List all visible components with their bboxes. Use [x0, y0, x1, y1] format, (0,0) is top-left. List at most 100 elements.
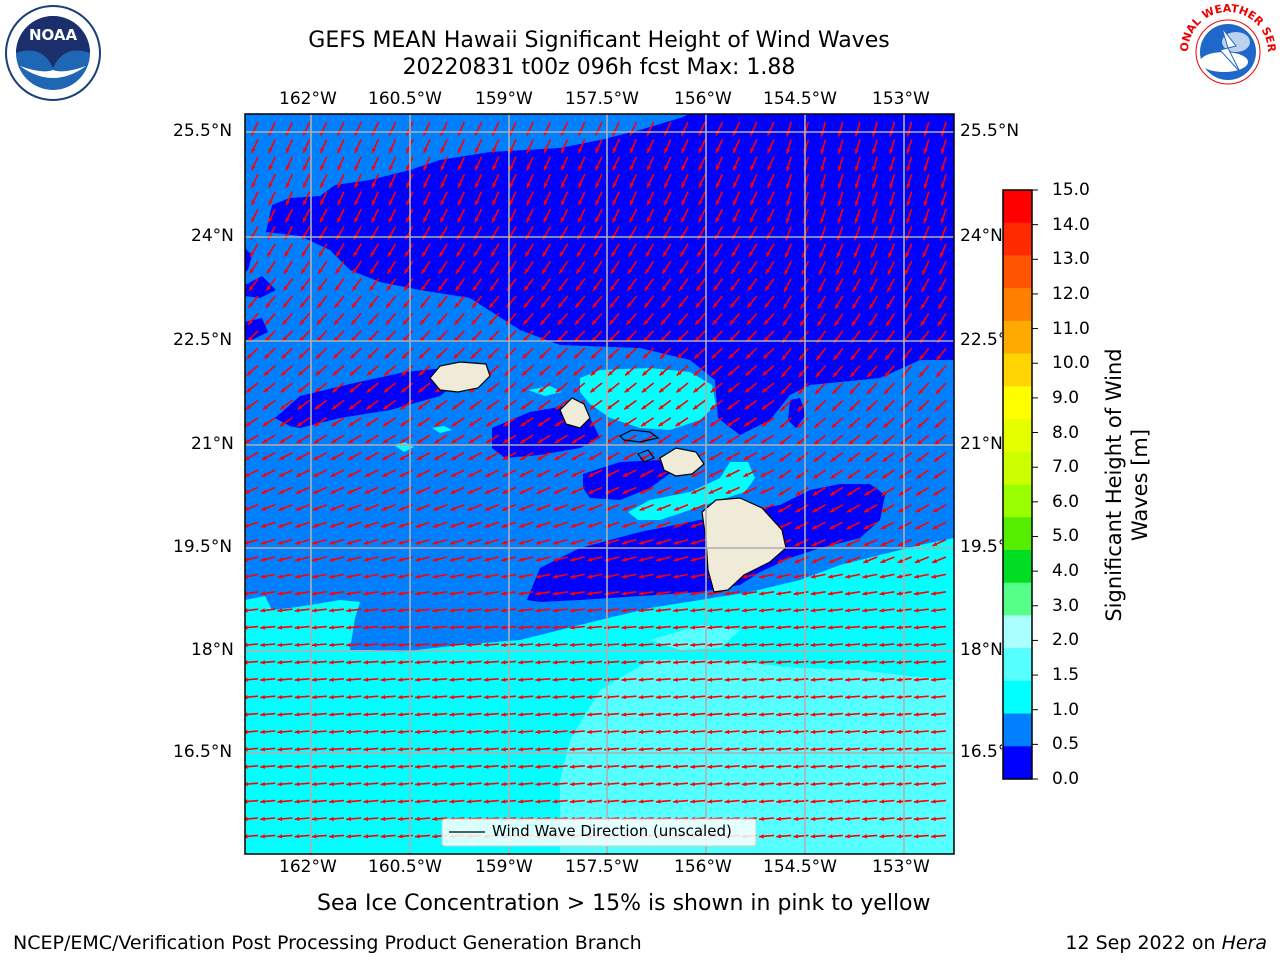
wind-arrow-head: [847, 491, 853, 496]
wind-arrow-head: [629, 200, 634, 206]
wind-arrow-head: [932, 508, 938, 513]
wind-arrow-head: [673, 625, 678, 630]
wind-arrow-head: [294, 834, 300, 839]
wind-arrow-head: [889, 148, 894, 154]
wind-arrow-head: [913, 694, 919, 700]
wind-arrow-head: [329, 523, 335, 528]
wind-arrow-head: [260, 729, 265, 735]
wind-arrow-head: [380, 799, 386, 804]
wind-arrow-head: [862, 642, 867, 648]
wind-arrow-head: [881, 525, 887, 530]
wind-arrow-head: [456, 251, 461, 257]
wind-arrow-head: [280, 404, 286, 410]
gridlines: [245, 114, 954, 854]
wind-arrow-head: [709, 421, 715, 427]
wind-arrow-head: [265, 319, 270, 325]
wind-arrow-head: [626, 319, 632, 325]
wind-arrow-head: [811, 541, 817, 546]
wind-arrow-head: [845, 608, 850, 613]
wind-arrow-head: [526, 200, 531, 206]
wind-arrow-head: [570, 540, 576, 545]
wind-arrow-head: [622, 523, 628, 528]
wind-arrow-head: [680, 251, 685, 257]
wind-arrow-head: [786, 183, 791, 189]
wind-arrow-head: [750, 217, 755, 223]
wind-arrow-head: [793, 660, 799, 665]
wind-arrow-head: [535, 591, 541, 596]
wind-arrow-head: [469, 404, 475, 410]
wind-arrow-head: [320, 200, 325, 206]
wind-arrow-head: [673, 557, 679, 562]
wind-arrow-head: [612, 165, 617, 171]
wind-arrow-head: [432, 574, 438, 579]
wind-arrow-head: [776, 834, 781, 839]
wind-arrow-head: [938, 286, 943, 292]
wind-arrow-head: [741, 625, 747, 630]
wind-arrow-head: [935, 406, 941, 411]
wind-arrow-head: [921, 286, 926, 292]
wind-arrow-head: [406, 165, 411, 171]
wind-arrow-head: [661, 285, 667, 291]
wind-arrow-head: [675, 421, 681, 427]
wind-arrow-head: [371, 182, 376, 188]
wind-arrow-head: [397, 591, 403, 596]
wind-arrow-head: [518, 677, 523, 682]
wind-arrow-head: [798, 389, 803, 394]
wind-arrow-head: [540, 319, 546, 325]
wind-arrow-head: [401, 370, 407, 376]
colorbar-segment: [1003, 353, 1032, 387]
wind-arrow-head: [800, 320, 805, 326]
wind-arrow-head: [629, 182, 634, 188]
wind-arrow-head: [268, 165, 273, 171]
wind-arrow-head: [248, 302, 254, 308]
wind-arrow-head: [385, 319, 391, 325]
wind-arrow-head: [313, 438, 319, 444]
wind-arrow-head: [710, 387, 716, 393]
colorbar: [1002, 189, 1038, 780]
wind-arrow-head: [607, 387, 613, 393]
wind-arrow-head: [364, 489, 370, 494]
wind-arrow-head: [904, 286, 909, 292]
wind-arrow-head: [352, 285, 357, 291]
wind-arrow-head: [419, 353, 424, 359]
wind-arrow-head: [759, 694, 764, 700]
wind-arrow-head: [931, 799, 936, 804]
wind-arrow-head: [415, 694, 420, 700]
wind-arrow-head: [879, 608, 885, 613]
wind-arrow-head: [363, 557, 369, 562]
wind-arrow-head: [371, 217, 376, 223]
wind-arrow-head: [251, 147, 256, 153]
lon-top-5: 154.5°W: [763, 89, 837, 109]
wind-arrow-head: [555, 404, 561, 410]
lat-right-6: 16.5°N: [960, 742, 1002, 762]
wind-arrow-head: [690, 557, 696, 562]
wind-arrow-head: [555, 421, 561, 427]
wind-arrow-head: [435, 404, 441, 410]
wind-arrow-head: [760, 472, 766, 477]
wind-arrow-head: [294, 712, 300, 717]
wind-arrow-head: [863, 525, 869, 530]
wind-arrow-head: [553, 523, 559, 528]
wind-arrow-head: [916, 457, 922, 462]
wind-arrow-head: [329, 729, 334, 735]
wind-arrow-head: [469, 421, 475, 427]
wind-arrow-head: [294, 729, 300, 735]
wind-arrow-head: [298, 353, 304, 359]
wind-arrow-head: [570, 523, 576, 528]
wind-arrow-head: [251, 217, 256, 223]
wind-arrow-head: [260, 781, 265, 787]
wind-arrow-head: [466, 729, 472, 735]
wind-arrow-head: [730, 285, 736, 291]
wind-arrow-head: [656, 574, 661, 579]
wind-arrow-head: [380, 574, 386, 579]
wind-arrow-head: [676, 387, 682, 393]
wind-arrow-head: [664, 165, 669, 171]
wind-arrow-head: [398, 557, 404, 562]
wind-arrow-head: [854, 218, 859, 224]
wind-arrow-head: [552, 660, 558, 665]
wind-arrow-head: [501, 729, 506, 735]
wind-arrow-head: [786, 201, 791, 206]
wind-arrow-head: [931, 660, 936, 665]
wind-arrow-head: [814, 440, 819, 445]
wind-arrow-head: [415, 816, 420, 822]
